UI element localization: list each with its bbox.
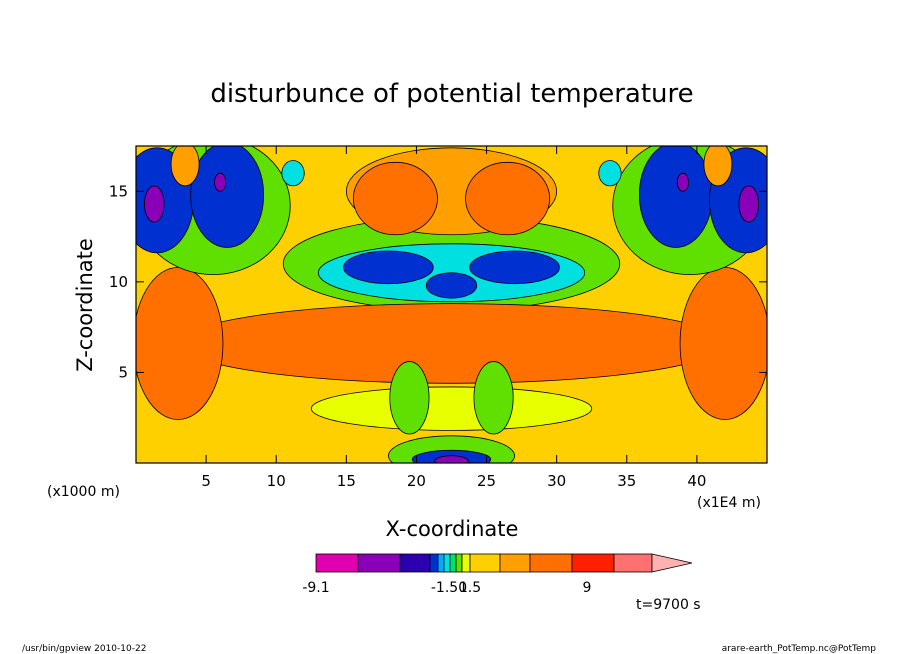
y-tick-label-5: 5 [118,363,128,381]
colorbar-arrow [651,553,693,573]
y-axis-label: Z-coordinate [73,238,97,372]
contour-region-7 [679,266,767,420]
contour-field [136,146,767,463]
colorbar-swatch-2 [399,553,431,573]
y-axis: 5 10 15 [109,182,767,381]
footer-left: /usr/bin/gpview 2010-10-22 [22,644,146,654]
y-tick-label-10: 10 [109,273,128,291]
colorbar-swatch-10 [499,553,531,573]
contour-region-27 [281,160,305,187]
colorbar: -9.1 -1.501.5 9 [302,553,693,596]
colorbar-label-1: -1.50 [431,580,467,596]
x-unit-left: (x1000 m) [47,484,120,500]
contour-region-29 [170,146,200,187]
plot-frame [135,145,768,464]
x-tick-label-5: 5 [201,472,211,490]
colorbar-swatch-11 [529,553,573,573]
x-tick-label-25: 25 [477,472,496,490]
contour-region-3 [469,250,560,285]
contour-region-24 [214,172,227,192]
time-label: t=9700 s [636,597,701,613]
colorbar-swatch-0 [315,553,359,573]
colorbar-swatch-3 [429,553,439,573]
colorbar-swatch-5 [443,553,451,573]
x-tick-label-15: 15 [337,472,356,490]
colorbar-swatch-7 [455,553,463,573]
contour-region-20 [190,146,264,248]
colorbar-swatch-9 [469,553,501,573]
x-tick-label-10: 10 [267,472,286,490]
x-tick-label-20: 20 [407,472,426,490]
contour-region-16 [465,161,551,236]
contour-region-13 [434,455,469,463]
contour-region-25 [676,172,689,192]
contour-region-15 [352,161,438,236]
contour-region-2 [343,250,434,285]
contour-region-23 [144,185,165,223]
x-axis-label: X-coordinate [386,517,519,541]
contour-region-28 [598,160,622,187]
x-tick-label-40: 40 [687,472,706,490]
contour-region-26 [738,185,759,223]
contour-region-30 [703,146,733,187]
contour-region-4 [425,272,478,299]
x-unit-right: (x1E4 m) [697,495,761,511]
x-axis: 5 10 15 20 25 30 35 40 [201,146,706,490]
contour-region-21 [639,146,713,248]
colorbar-label-0: -9.1 [302,580,329,596]
colorbar-label-3: 9 [583,580,592,596]
colorbar-label-2: 1.5 [459,580,481,596]
chart-title: disturbunce of potential temperature [210,79,693,109]
x-tick-label-30: 30 [547,472,566,490]
contour-region-10 [473,361,514,435]
contour-region-5 [177,303,726,384]
contour-region-9 [389,361,430,435]
contour-region-6 [136,266,224,420]
x-tick-label-35: 35 [617,472,636,490]
colorbar-swatch-4 [437,553,445,573]
colorbar-swatch-6 [449,553,457,573]
colorbar-swatch-8 [461,553,471,573]
colorbar-swatch-1 [357,553,401,573]
colorbar-swatch-12 [571,553,615,573]
contour-region-8 [310,386,593,431]
colorbar-swatch-13 [613,553,653,573]
footer-right: arare-earth_PotTemp.nc@PotTemp [722,644,877,654]
y-tick-label-15: 15 [109,182,128,200]
